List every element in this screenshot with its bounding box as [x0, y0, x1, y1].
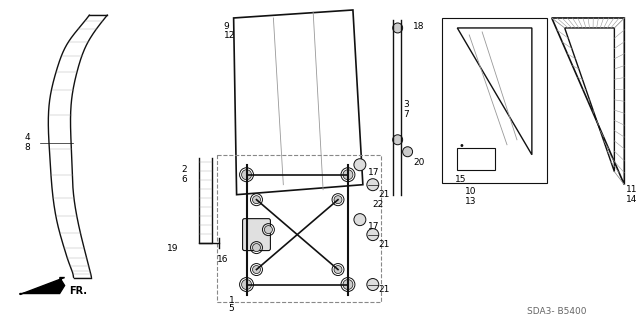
Circle shape	[354, 159, 366, 171]
Circle shape	[367, 278, 379, 291]
Polygon shape	[20, 278, 65, 294]
Text: 8: 8	[25, 143, 31, 152]
Text: 14: 14	[627, 195, 637, 204]
Circle shape	[334, 265, 342, 274]
Text: 2: 2	[181, 165, 186, 174]
Text: SDA3- B5400: SDA3- B5400	[527, 308, 586, 316]
Bar	[217, 155, 381, 302]
Text: 16: 16	[217, 255, 228, 263]
Text: 15: 15	[455, 175, 467, 184]
Text: 22: 22	[373, 200, 384, 209]
Text: 9: 9	[224, 22, 229, 31]
Circle shape	[241, 170, 252, 180]
Circle shape	[264, 226, 273, 234]
Text: 3: 3	[404, 100, 410, 109]
Text: 21: 21	[379, 190, 390, 199]
Text: 5: 5	[228, 305, 234, 314]
Text: 12: 12	[224, 31, 235, 40]
Circle shape	[354, 214, 366, 226]
Bar	[442, 18, 547, 183]
Circle shape	[393, 135, 403, 145]
Text: FR.: FR.	[70, 286, 88, 295]
Text: 13: 13	[465, 197, 477, 206]
Text: 20: 20	[413, 158, 425, 167]
Text: 21: 21	[379, 285, 390, 293]
Text: 18: 18	[413, 22, 424, 31]
Text: 1: 1	[228, 295, 234, 305]
Circle shape	[393, 23, 403, 33]
Circle shape	[334, 196, 342, 204]
Text: 7: 7	[404, 110, 410, 119]
Text: 17: 17	[368, 168, 380, 177]
Text: 17: 17	[368, 222, 380, 231]
Circle shape	[343, 279, 353, 290]
Text: 10: 10	[465, 187, 477, 196]
Text: •: •	[458, 141, 464, 151]
Circle shape	[403, 147, 413, 157]
Text: 4: 4	[25, 133, 31, 142]
Circle shape	[367, 229, 379, 241]
Text: 11: 11	[627, 185, 638, 194]
Text: 6: 6	[181, 175, 187, 184]
Circle shape	[253, 244, 260, 252]
Circle shape	[241, 279, 252, 290]
Circle shape	[253, 196, 260, 204]
FancyBboxPatch shape	[243, 219, 271, 251]
Bar	[458, 148, 495, 170]
Text: 19: 19	[167, 244, 179, 253]
Text: 21: 21	[379, 240, 390, 249]
Circle shape	[253, 265, 260, 274]
Circle shape	[367, 179, 379, 191]
Circle shape	[343, 170, 353, 180]
